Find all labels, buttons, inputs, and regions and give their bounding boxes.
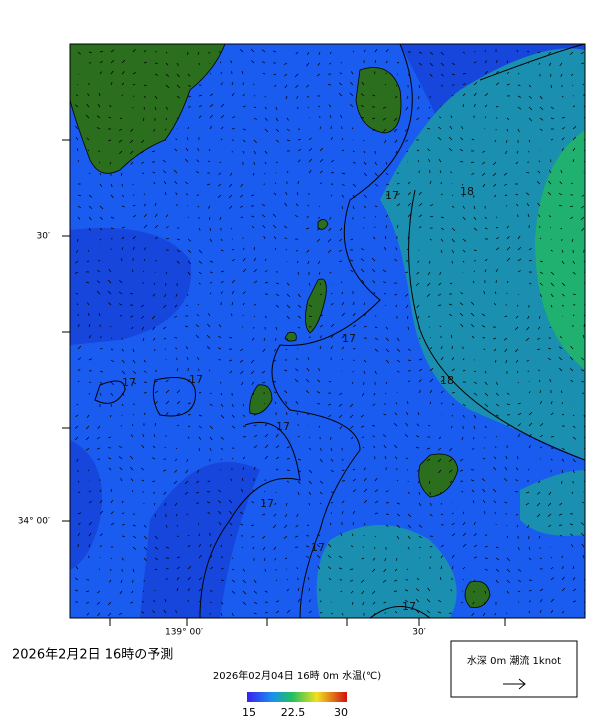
current-arrow — [144, 107, 145, 110]
current-arrow — [483, 337, 485, 338]
colorbar-label: 15 — [242, 706, 256, 719]
colorbar-label: 22.5 — [281, 706, 306, 719]
colorbar-caption: 2026年02月04日 16時 0m 水温(℃) — [213, 669, 381, 682]
current-arrow — [386, 502, 389, 503]
lon-label: 30′ — [412, 628, 426, 638]
current-arrow — [550, 227, 551, 228]
current-arrow — [319, 206, 320, 207]
contour-label: 17 — [311, 541, 325, 554]
current-arrow — [396, 85, 397, 86]
contour-label: 17 — [260, 497, 274, 510]
current-arrow — [177, 118, 178, 119]
current-arrow — [133, 414, 134, 415]
current-arrow — [188, 127, 189, 129]
legend-box — [451, 641, 577, 697]
title: 2026年2月2日 16時の予測 — [12, 648, 173, 663]
current-arrow — [452, 261, 453, 264]
contour-label: 17 — [189, 373, 203, 386]
contour-label: 18 — [460, 185, 474, 198]
current-arrow — [452, 392, 455, 393]
contour-label: 17 — [402, 600, 416, 613]
contour-label: 17 — [342, 332, 356, 345]
current-arrow — [320, 612, 322, 613]
current-arrow — [386, 225, 387, 228]
lat-label: 34° 00′ — [18, 517, 50, 527]
current-arrow — [188, 217, 189, 218]
colorbar — [247, 692, 347, 702]
current-arrow — [375, 536, 376, 537]
contour-label: 17 — [122, 376, 136, 389]
current-arrow — [572, 85, 573, 86]
current-arrow — [287, 579, 288, 580]
contour-label: 18 — [440, 374, 454, 387]
current-arrow — [122, 95, 123, 96]
current-arrow — [254, 316, 255, 317]
current-arrow — [330, 52, 331, 54]
current-arrow — [408, 237, 409, 239]
current-arrow — [353, 360, 354, 361]
current-arrow — [364, 217, 365, 218]
lat-label: 30′ — [37, 232, 51, 242]
current-arrow — [430, 337, 431, 338]
current-arrow — [452, 195, 453, 196]
current-arrow — [385, 305, 386, 306]
current-arrow — [416, 447, 419, 448]
current-arrow — [463, 579, 464, 580]
current-arrow — [221, 459, 222, 460]
current-arrow — [232, 151, 233, 152]
current-arrow — [166, 118, 167, 120]
colorbar-label: 30 — [334, 706, 348, 719]
lon-label: 139° 00′ — [165, 628, 203, 638]
contour-label: 17 — [385, 189, 399, 202]
legend-label: 水深 0m 潮流 1knot — [467, 654, 561, 667]
map-area — [70, 44, 587, 618]
current-arrow — [308, 107, 309, 108]
contour-label: 17 — [276, 420, 290, 433]
current-arrow — [474, 271, 475, 272]
current-arrow — [528, 151, 529, 152]
